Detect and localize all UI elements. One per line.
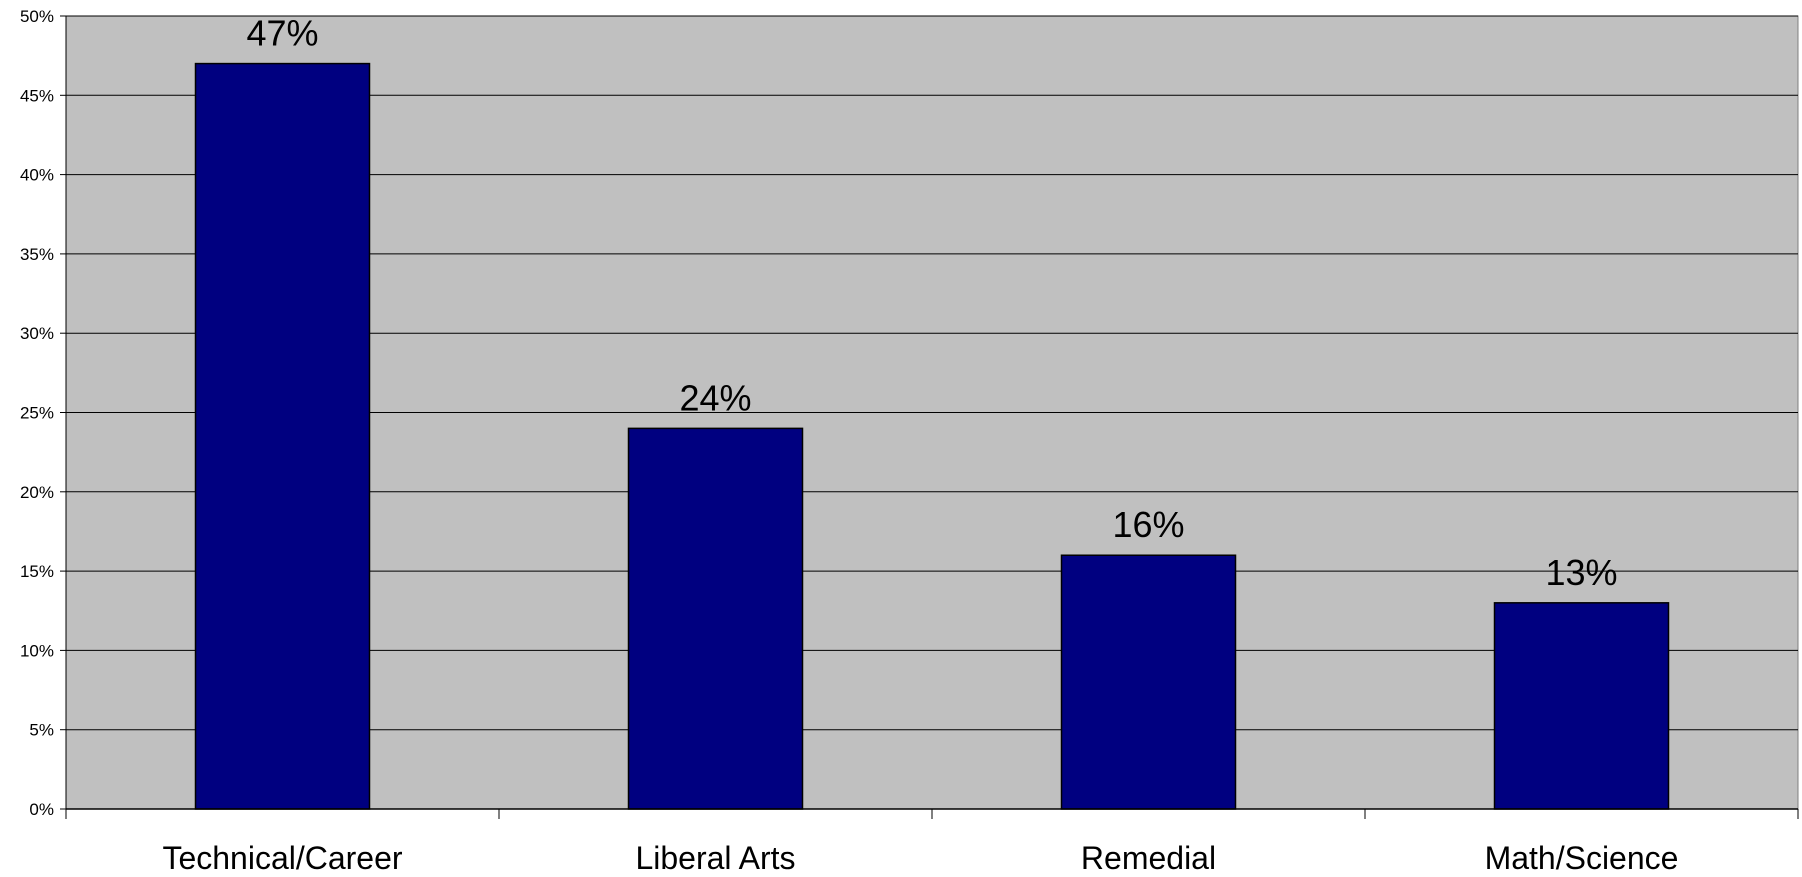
data-label: 13%: [1545, 552, 1617, 593]
y-tick-label: 20%: [20, 483, 54, 502]
x-tick-label: Technical/Career: [162, 840, 402, 876]
axes: [60, 15, 1799, 819]
y-tick-label: 15%: [20, 562, 54, 581]
y-axis-tick-labels: 0% 5% 10% 15% 20% 25% 30% 35% 40% 45% 50%: [20, 7, 54, 819]
bar: [1493, 602, 1670, 810]
y-tick-label: 0%: [29, 800, 54, 819]
bar: [627, 427, 804, 810]
data-label: 47%: [246, 13, 318, 54]
y-tick-label: 25%: [20, 404, 54, 423]
data-label: 16%: [1112, 504, 1184, 545]
x-tick-label: Remedial: [1081, 840, 1216, 876]
y-tick-label: 40%: [20, 166, 54, 185]
bar: [1060, 554, 1237, 810]
y-tick-label: 30%: [20, 324, 54, 343]
y-tick-label: 5%: [29, 721, 54, 740]
data-label: 24%: [679, 377, 751, 418]
y-tick-label: 35%: [20, 245, 54, 264]
x-tick-label: Math/Science: [1485, 840, 1679, 876]
data-labels: 47% 24% 16% 13%: [246, 13, 1617, 593]
y-tick-label: 45%: [20, 86, 54, 105]
bar: [194, 62, 371, 810]
x-axis-tick-labels: Technical/Career Liberal Arts Remedial Math…: [162, 840, 1678, 876]
y-tick-label: 50%: [20, 7, 54, 26]
x-tick-label: Liberal Arts: [635, 840, 795, 876]
y-tick-label: 10%: [20, 641, 54, 660]
